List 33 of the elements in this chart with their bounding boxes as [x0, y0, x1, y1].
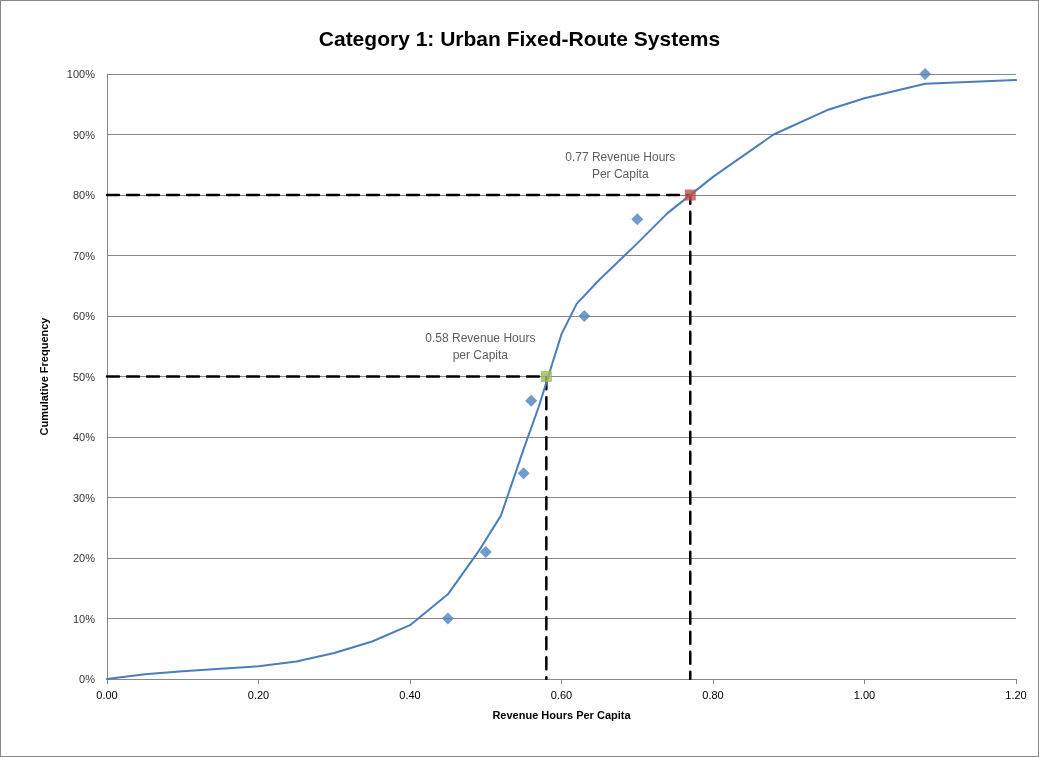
chart-title: Category 1: Urban Fixed-Route Systems	[318, 27, 721, 50]
x-tick-label: 0.00	[96, 688, 118, 701]
annotation: 0.58 Revenue Hours per Capita	[425, 331, 536, 362]
y-tick-label: 70%	[72, 249, 96, 262]
point	[578, 310, 591, 322]
point	[684, 189, 696, 201]
x-tick-label: 0.20	[247, 688, 270, 701]
y-tick-label: 30%	[72, 491, 96, 504]
y-tick-label: 20%	[72, 552, 96, 564]
y-tick-label: 80%	[72, 189, 96, 201]
x-tick-label: 1.20	[1005, 688, 1027, 701]
y-tick-label: 10%	[72, 612, 96, 625]
y-tick-label: 40%	[72, 431, 96, 443]
x-tick-label: 1.00	[853, 688, 876, 701]
point	[631, 213, 644, 226]
x-tick-label: 0.80	[702, 688, 724, 701]
y-tick-label: 60%	[72, 310, 96, 322]
y-tick-label: 90%	[72, 128, 96, 141]
y-axis-title: Cumulative Frequency	[37, 316, 50, 436]
point	[517, 467, 530, 480]
point	[540, 371, 552, 382]
x-tick-label: 0.60	[550, 688, 573, 701]
point	[525, 394, 538, 407]
point	[441, 612, 454, 625]
y-tick-label: 0%	[79, 673, 96, 685]
x-axis-title: Revenue Hours Per Capita	[492, 708, 632, 721]
point	[919, 68, 932, 80]
line-series	[106, 79, 1017, 680]
point	[479, 545, 492, 558]
y-tick-label: 100%	[66, 68, 96, 80]
y-tick-label: 50%	[72, 370, 96, 383]
annotation: 0.77 Revenue Hours Per Capita	[565, 149, 676, 181]
x-tick-label: 0.40	[399, 688, 421, 701]
